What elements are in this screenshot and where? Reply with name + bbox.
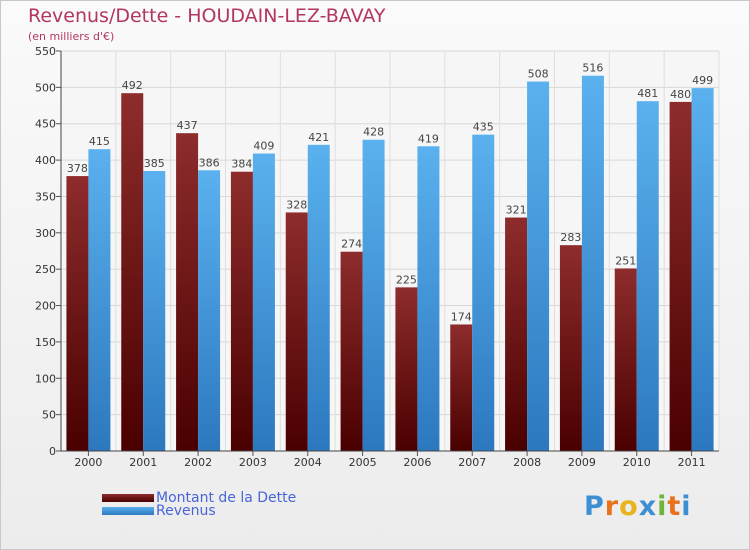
proxiti-logo: Proxiti — [584, 491, 692, 522]
x-tick-label: 2006 — [403, 456, 431, 469]
data-label-debt: 378 — [67, 162, 88, 175]
data-label-revenue: 421 — [308, 131, 329, 144]
bar-revenue — [198, 170, 221, 452]
data-label-debt: 437 — [177, 119, 198, 132]
y-tick-label: 200 — [35, 300, 56, 313]
bar-debt — [340, 251, 363, 451]
y-tick-label: 250 — [35, 263, 56, 276]
chart-subtitle: (en milliers d'€) — [28, 30, 115, 43]
logo-letter: i — [657, 491, 668, 522]
data-label-debt: 251 — [615, 254, 636, 267]
y-tick-label: 0 — [49, 445, 56, 458]
legend-label-revenue: Revenus — [156, 503, 216, 519]
bar-revenue — [472, 134, 495, 452]
logo-letter: t — [667, 491, 682, 522]
logo-letter: r — [604, 491, 620, 522]
bar-debt — [559, 245, 582, 451]
data-label-revenue: 516 — [582, 62, 603, 75]
data-label-revenue: 386 — [199, 156, 220, 169]
bar-revenue — [143, 171, 166, 451]
bar-revenue — [691, 88, 714, 451]
bar-debt — [450, 324, 473, 451]
legend-item-revenue: Revenus — [102, 503, 216, 519]
data-label-debt: 283 — [560, 231, 581, 244]
x-tick-label: 2008 — [513, 456, 541, 469]
y-tick-label: 550 — [35, 45, 56, 58]
legend-item-debt: Montant de la Dette — [102, 490, 296, 506]
bar-revenue — [527, 81, 550, 451]
bar-revenue — [581, 75, 604, 452]
legend-swatch-revenue — [102, 507, 154, 515]
y-tick-label: 500 — [35, 81, 56, 94]
bar-debt — [285, 212, 308, 451]
y-tick-label: 100 — [35, 372, 56, 385]
x-tick-label: 2009 — [568, 456, 596, 469]
chart-title: Revenus/Dette - HOUDAIN-LEZ-BAVAY — [28, 5, 386, 27]
y-tick-label: 300 — [35, 227, 56, 240]
x-tick-label: 2007 — [458, 456, 486, 469]
logo-letter: i — [681, 491, 692, 522]
y-tick-label: 450 — [35, 118, 56, 131]
data-label-debt: 328 — [286, 198, 307, 211]
data-label-debt: 274 — [341, 238, 362, 251]
x-tick-label: 2011 — [678, 456, 706, 469]
bar-revenue — [417, 146, 440, 452]
data-label-debt: 480 — [670, 88, 691, 101]
x-tick-label: 2005 — [349, 456, 377, 469]
axes: 0 50 100 150 200 250 300 350 400 450 500 550 2000 200… — [35, 45, 719, 469]
data-label-revenue: 428 — [363, 126, 384, 139]
y-tick-label: 400 — [35, 154, 56, 167]
data-label-debt: 384 — [231, 158, 252, 171]
data-label-debt: 174 — [451, 310, 472, 323]
x-tick-label: 2001 — [129, 456, 157, 469]
bar-revenue — [88, 149, 111, 451]
y-tick-label: 150 — [35, 336, 56, 349]
data-label-revenue: 499 — [692, 74, 713, 87]
data-label-revenue: 409 — [253, 140, 274, 153]
bar-debt — [669, 101, 692, 451]
bar-debt — [66, 176, 89, 451]
logo-letter: P — [584, 491, 605, 522]
data-label-revenue: 419 — [418, 132, 439, 145]
bar-revenue — [362, 139, 385, 451]
y-tick-label: 350 — [35, 190, 56, 203]
x-tick-label: 2000 — [74, 456, 102, 469]
logo-letter: o — [619, 491, 639, 522]
data-label-debt: 492 — [122, 79, 143, 92]
bar-debt — [395, 287, 418, 451]
y-tick-label: 50 — [42, 409, 56, 422]
bar-debt — [176, 133, 199, 451]
x-tick-label: 2010 — [623, 456, 651, 469]
bar-debt — [230, 171, 253, 451]
data-label-debt: 321 — [506, 204, 527, 217]
data-label-revenue: 508 — [528, 68, 549, 81]
logo-letter: x — [638, 491, 658, 522]
legend-label-debt: Montant de la Dette — [156, 490, 297, 506]
grid — [60, 50, 720, 452]
bar-debt — [614, 268, 637, 451]
data-label-revenue: 481 — [637, 87, 658, 100]
bar-revenue — [252, 153, 275, 451]
x-tick-label: 2003 — [239, 456, 267, 469]
bar-revenue — [307, 144, 330, 451]
x-tick-label: 2004 — [294, 456, 322, 469]
data-label-revenue: 415 — [89, 135, 110, 148]
bar-debt — [505, 217, 528, 451]
x-tick-label: 2002 — [184, 456, 212, 469]
bar-revenue — [636, 101, 659, 451]
data-label-revenue: 385 — [144, 157, 165, 170]
legend-swatch-debt — [102, 494, 154, 502]
data-label-debt: 225 — [396, 273, 417, 286]
bar-debt — [121, 93, 144, 451]
data-label-revenue: 435 — [473, 121, 494, 134]
